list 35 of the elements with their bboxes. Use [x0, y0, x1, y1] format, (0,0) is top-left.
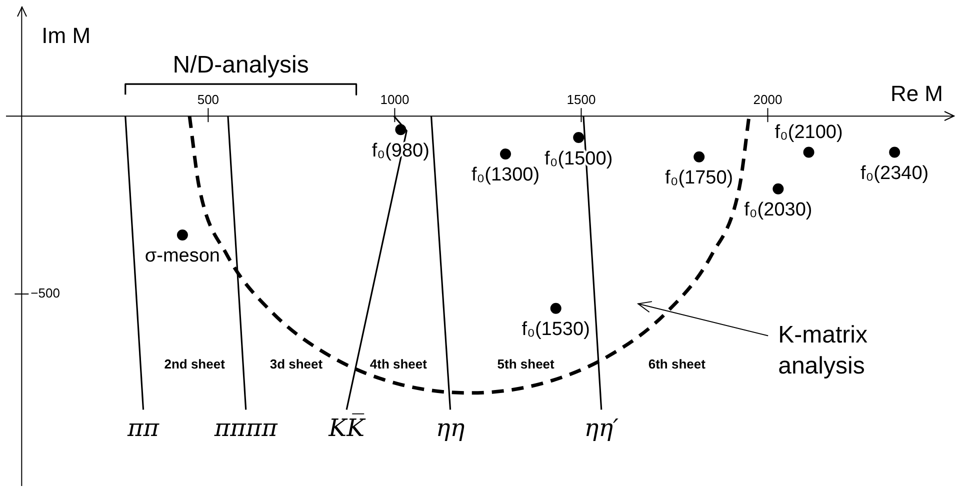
- annotation: −500: [30, 286, 60, 301]
- point: [694, 151, 705, 162]
- annotation: 2nd sheet: [164, 356, 226, 372]
- point: [550, 302, 562, 314]
- annotation: 5th sheet: [497, 356, 556, 372]
- x-tick-label: 500: [197, 92, 220, 108]
- point: [176, 229, 188, 240]
- series-label: ππ: [126, 414, 160, 442]
- y-axis-title: Im M: [42, 23, 91, 48]
- point: [889, 146, 900, 158]
- point: [500, 148, 511, 160]
- text: K-matrix analysis: [778, 321, 868, 380]
- series-label: f₀(1750): [665, 168, 734, 189]
- series-label: ηη′: [584, 414, 620, 442]
- series-label: f₀(2340): [860, 162, 929, 184]
- annotation: 6th sheet: [648, 356, 706, 372]
- series-label: σ-meson: [144, 246, 220, 267]
- x-tick-label: 2000: [753, 92, 782, 108]
- series-label: KK̅: [328, 412, 367, 442]
- series-label: f₀(2100): [774, 122, 843, 143]
- point: [573, 132, 584, 144]
- annotation: 3d sheet: [270, 356, 324, 372]
- point: [395, 124, 406, 136]
- series-label: ππππ: [213, 414, 279, 442]
- series-label: f₀(1300): [471, 164, 540, 186]
- series-label: ηη: [436, 414, 466, 442]
- series-label: f₀(2030): [744, 200, 812, 221]
- x-tick-label: 1000: [380, 92, 410, 108]
- x-axis-title: Re M: [890, 81, 943, 106]
- series-label: f₀(1530): [522, 319, 590, 340]
- annotation: 4th sheet: [370, 356, 428, 372]
- point: [803, 146, 814, 158]
- point: [772, 183, 784, 194]
- x-tick-label: 1500: [566, 92, 596, 108]
- series-label: N/D-analysis: [172, 52, 309, 79]
